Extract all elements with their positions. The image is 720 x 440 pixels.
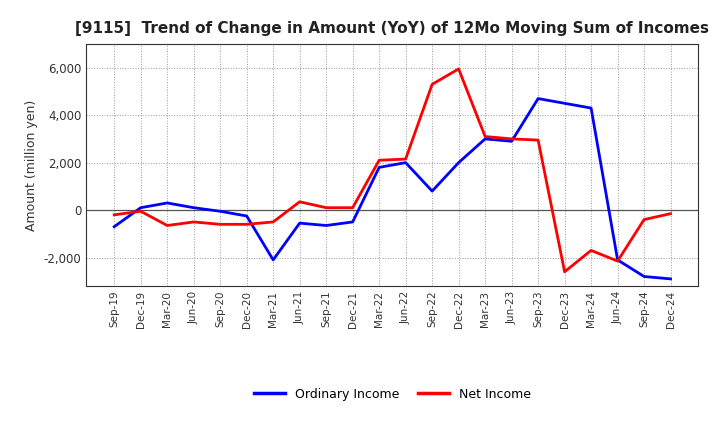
Ordinary Income xyxy=(534,96,542,101)
Ordinary Income xyxy=(560,101,569,106)
Ordinary Income xyxy=(269,257,277,263)
Net Income xyxy=(560,269,569,275)
Net Income xyxy=(189,219,198,224)
Net Income xyxy=(666,211,675,216)
Net Income xyxy=(587,248,595,253)
Ordinary Income xyxy=(508,139,516,144)
Net Income xyxy=(375,158,384,163)
Net Income xyxy=(454,66,463,72)
Ordinary Income xyxy=(481,136,490,142)
Ordinary Income xyxy=(189,205,198,210)
Net Income xyxy=(322,205,330,210)
Ordinary Income xyxy=(428,188,436,194)
Ordinary Income xyxy=(216,209,225,214)
Ordinary Income xyxy=(163,200,171,205)
Ordinary Income xyxy=(666,276,675,282)
Net Income xyxy=(534,137,542,143)
Net Income xyxy=(508,136,516,142)
Ordinary Income xyxy=(243,213,251,219)
Net Income xyxy=(401,157,410,162)
Net Income xyxy=(481,134,490,139)
Ordinary Income xyxy=(401,160,410,165)
Line: Ordinary Income: Ordinary Income xyxy=(114,99,670,279)
Ordinary Income xyxy=(454,160,463,165)
Net Income xyxy=(243,222,251,227)
Net Income xyxy=(348,205,357,210)
Net Income xyxy=(136,209,145,214)
Y-axis label: Amount (million yen): Amount (million yen) xyxy=(25,99,38,231)
Net Income xyxy=(110,212,119,217)
Ordinary Income xyxy=(348,219,357,224)
Ordinary Income xyxy=(110,224,119,229)
Net Income xyxy=(640,217,649,222)
Line: Net Income: Net Income xyxy=(114,69,670,272)
Ordinary Income xyxy=(640,274,649,279)
Net Income xyxy=(216,222,225,227)
Ordinary Income xyxy=(375,165,384,170)
Net Income xyxy=(163,223,171,228)
Title: [9115]  Trend of Change in Amount (YoY) of 12Mo Moving Sum of Incomes: [9115] Trend of Change in Amount (YoY) o… xyxy=(76,21,709,36)
Ordinary Income xyxy=(295,220,304,226)
Net Income xyxy=(428,82,436,87)
Net Income xyxy=(269,219,277,224)
Net Income xyxy=(613,258,622,264)
Ordinary Income xyxy=(322,223,330,228)
Ordinary Income xyxy=(136,205,145,210)
Net Income xyxy=(295,199,304,205)
Ordinary Income xyxy=(587,106,595,111)
Legend: Ordinary Income, Net Income: Ordinary Income, Net Income xyxy=(248,383,536,406)
Ordinary Income xyxy=(613,257,622,263)
